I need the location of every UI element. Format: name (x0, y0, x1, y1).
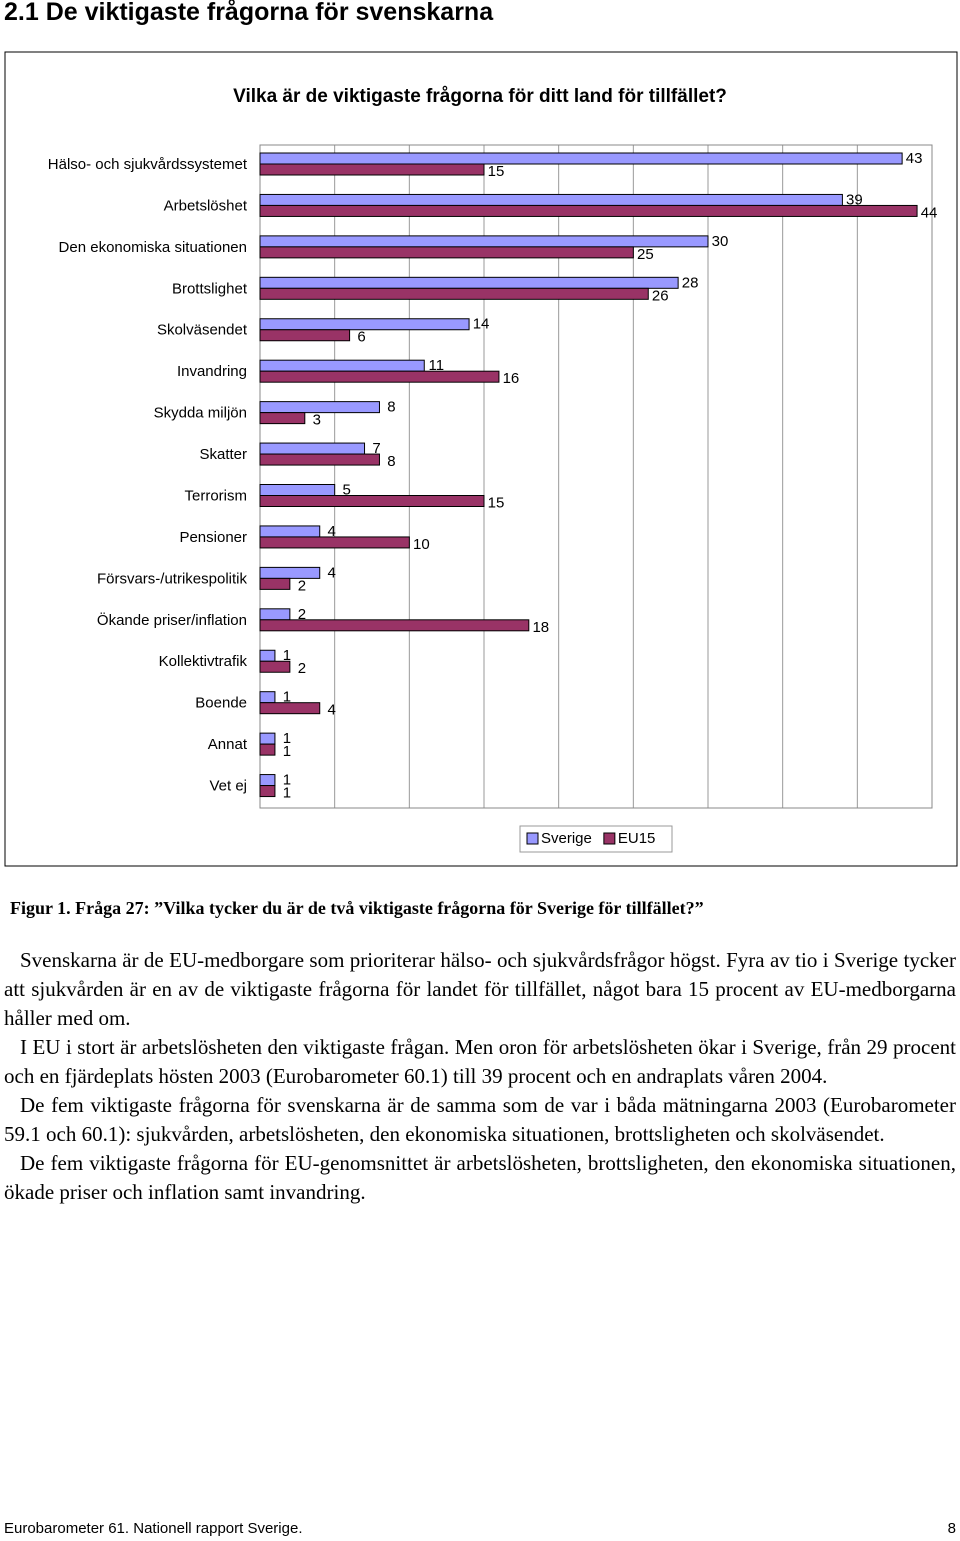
bar (259, 359, 425, 372)
bar (259, 370, 500, 383)
value-label: 10 (413, 536, 430, 553)
chart: Vilka är de viktigaste frågorna för ditt… (4, 51, 958, 867)
legend-label: EU15 (618, 830, 656, 847)
bar (259, 649, 276, 662)
y-tick-label: Pensioner (179, 529, 247, 546)
bar (259, 152, 903, 165)
bar (259, 204, 918, 217)
y-tick-label: Skydda miljön (154, 405, 247, 422)
y-tick-label: Boende (195, 695, 247, 712)
value-label: 15 (488, 163, 505, 180)
bar (259, 329, 351, 342)
bar (259, 566, 321, 579)
y-tick-label: Terrorism (185, 487, 248, 504)
bar (259, 442, 366, 455)
chart-frame (4, 51, 958, 867)
bar (259, 287, 649, 300)
bar (259, 608, 291, 621)
value-label: 1 (283, 730, 291, 747)
value-label: 43 (906, 150, 923, 167)
bar (259, 774, 276, 787)
value-label: 7 (372, 440, 380, 457)
heading: 2.1 De viktigaste frågorna för svenskarn… (4, 0, 494, 26)
bar (259, 785, 276, 798)
body-text: Svenskarna är de EU-medborgare som prior… (4, 946, 956, 1207)
bar (259, 495, 485, 507)
bar (259, 702, 321, 715)
value-label: 6 (357, 329, 365, 346)
value-label: 3 (313, 412, 321, 429)
bar (259, 577, 291, 590)
y-tick-label: Invandring (177, 363, 247, 380)
value-label: 8 (387, 399, 395, 416)
chart-title: Vilka är de viktigaste frågorna för ditt… (233, 86, 727, 107)
value-label: 5 (342, 481, 350, 498)
value-label: 39 (846, 191, 863, 208)
bar (259, 619, 530, 632)
bar (259, 318, 470, 331)
bar (259, 691, 276, 704)
value-label: 4 (328, 523, 336, 540)
legend-box (519, 825, 673, 853)
value-label: 1 (283, 689, 291, 706)
bar (259, 246, 634, 259)
plot-area (259, 144, 933, 809)
value-label: 11 (428, 357, 444, 374)
value-label: 1 (283, 647, 291, 664)
value-label: 28 (682, 274, 699, 291)
value-label: 15 (488, 494, 505, 511)
bar (259, 163, 485, 176)
caption: Figur 1. Fråga 27: ”Vilka tycker du är d… (10, 898, 704, 918)
y-tick-label: Annat (208, 736, 248, 753)
y-tick-label: Försvars-/utrikespolitik (97, 570, 248, 587)
value-label: 16 (503, 370, 520, 387)
value-label: 18 (532, 619, 549, 636)
y-tick-label: Ökande priser/inflation (97, 611, 247, 629)
bar (259, 525, 321, 538)
value-label: 2 (298, 577, 306, 594)
value-label: 1 (283, 772, 291, 789)
bar (259, 732, 276, 745)
y-tick-label: Brottslighet (172, 280, 248, 297)
value-label: 4 (328, 564, 336, 581)
bar (259, 193, 843, 206)
paragraph: Svenskarna är de EU-medborgare som prior… (4, 948, 956, 1030)
legend-label: Sverige (541, 830, 592, 847)
bar (259, 743, 276, 756)
y-tick-label: Kollektivtrafik (159, 653, 248, 670)
y-tick-label: Skatter (199, 446, 247, 463)
bar (259, 660, 291, 673)
value-label: 26 (652, 287, 669, 304)
y-tick-label: Den ekonomiska situationen (59, 239, 247, 256)
y-tick-label: Vet ej (209, 778, 247, 795)
value-label: 1 (283, 785, 291, 802)
legend-swatch (526, 832, 539, 845)
value-label: 25 (637, 246, 654, 263)
paragraph: De fem viktigaste frågorna för EU-genoms… (4, 1151, 956, 1204)
bar (259, 401, 380, 414)
value-label: 2 (298, 660, 306, 677)
value-label: 4 (328, 702, 336, 719)
paragraph: I EU i stort är arbetslösheten den vikti… (4, 1035, 956, 1088)
value-label: 8 (387, 453, 395, 470)
footer-left: Eurobarometer 61. Nationell rapport Sver… (4, 1520, 303, 1537)
legend-swatch (603, 832, 616, 845)
value-label: 2 (298, 606, 306, 623)
y-tick-label: Hälso- och sjukvårdssystemet (48, 156, 248, 173)
paragraph: De fem viktigaste frågorna för svenskarn… (4, 1093, 956, 1146)
bar (259, 276, 679, 289)
value-label: 44 (921, 204, 938, 221)
value-label: 14 (473, 316, 490, 333)
footer-right: 8 (947, 1520, 956, 1537)
bar (259, 536, 410, 549)
value-label: 1 (283, 743, 291, 760)
bar (259, 412, 306, 425)
bar (259, 484, 336, 496)
y-tick-label: Arbetslöshet (164, 197, 248, 214)
value-label: 30 (712, 233, 729, 250)
y-tick-label: Skolväsendet (157, 322, 248, 339)
bar (259, 453, 380, 466)
